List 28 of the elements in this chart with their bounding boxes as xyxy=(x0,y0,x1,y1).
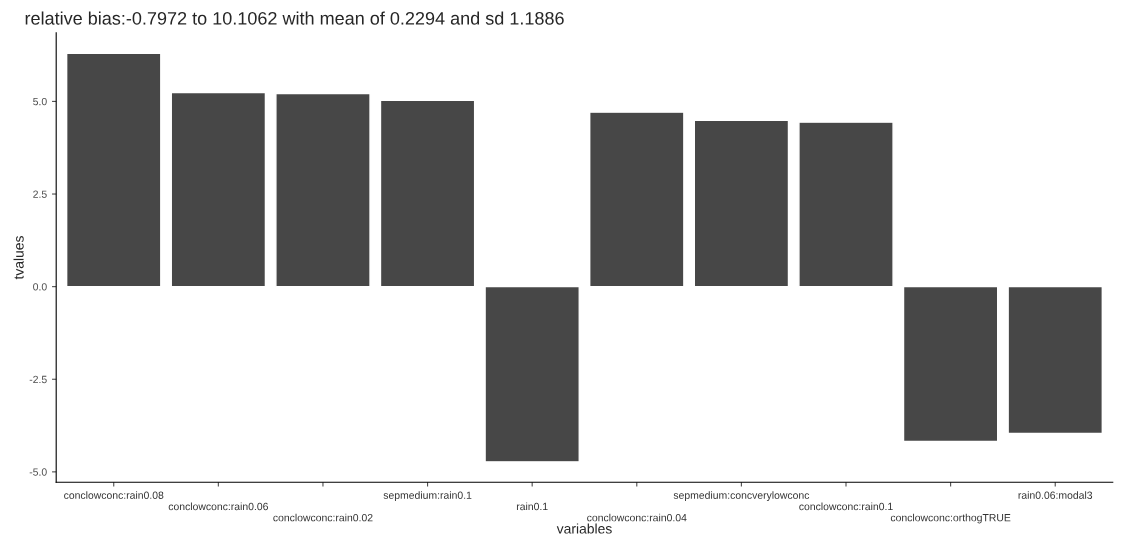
bar xyxy=(589,111,685,288)
x-tick-label: conclowconc:rain0.08 xyxy=(64,491,164,499)
x-tick-label: sepmedium:rain0.1 xyxy=(383,491,472,501)
y-tick-label: -5.0 xyxy=(29,468,47,476)
bar xyxy=(902,285,999,443)
bar xyxy=(379,99,476,288)
y-tick-label: 0.0 xyxy=(33,283,47,291)
bar xyxy=(484,285,580,463)
x-tick-label: rain0.1 xyxy=(516,502,548,511)
x-tick-label: conclowconc:rain0.02 xyxy=(273,513,373,522)
y-axis-title: tvalues xyxy=(13,236,24,280)
bar xyxy=(275,92,371,288)
y-tick-label: 2.5 xyxy=(33,190,47,198)
bar xyxy=(693,119,790,288)
y-tick-label: 5.0 xyxy=(33,97,47,106)
x-tick-label: rain0.06:modal3 xyxy=(1018,491,1093,499)
x-tick-label: conclowconc:rain0.1 xyxy=(799,502,893,511)
bar xyxy=(798,121,894,288)
chart-title: relative bias:-0.7972 to 10.1062 with mean of 0.2294 and sd 1.1886 xyxy=(25,11,564,25)
bar xyxy=(170,91,267,288)
x-tick-label: conclowconc:orthogTRUE xyxy=(890,513,1011,524)
bar xyxy=(1007,285,1103,435)
x-tick-label: conclowconc:rain0.06 xyxy=(168,502,268,511)
x-axis-title: variables xyxy=(556,523,612,534)
bar xyxy=(65,52,162,288)
x-tick-label: conclowconc:rain0.04 xyxy=(587,513,687,522)
y-tick-label: -2.5 xyxy=(29,375,47,384)
x-tick-label: sepmedium:concverylowconc xyxy=(673,491,810,501)
